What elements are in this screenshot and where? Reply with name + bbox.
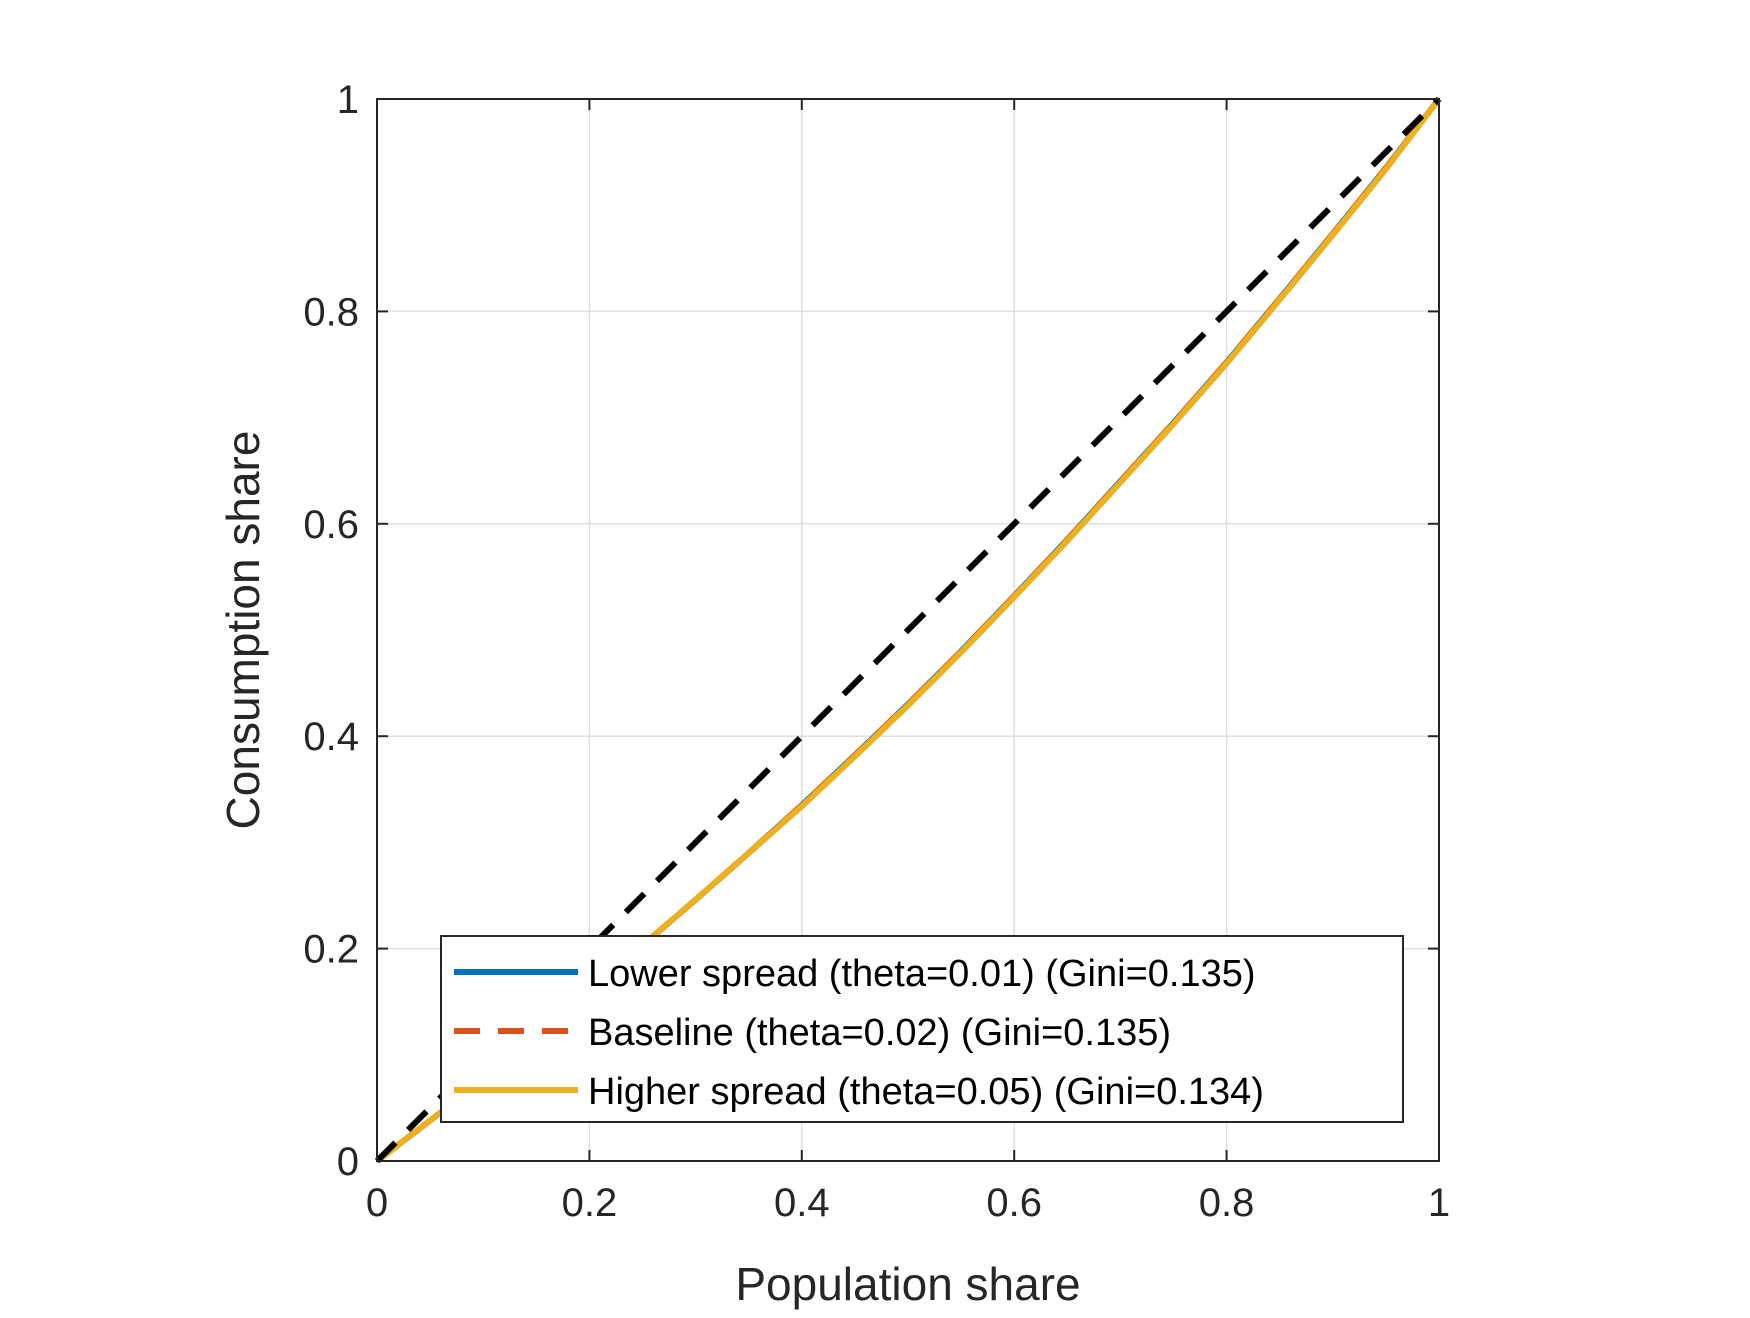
y-tick-label: 0.4	[303, 715, 359, 759]
legend-label-higher-spread: Higher spread (theta=0.05) (Gini=0.134)	[588, 1071, 1264, 1113]
x-tick-label: 0.8	[1199, 1181, 1255, 1225]
y-tick-label: 0.6	[303, 503, 359, 547]
legend: Lower spread (theta=0.01) (Gini=0.135) B…	[440, 935, 1404, 1123]
x-tick-label: 0.4	[774, 1181, 830, 1225]
y-axis-title: Consumption share	[217, 431, 269, 830]
series-line-equality	[374, 96, 1442, 1164]
y-tick-label: 0.2	[303, 928, 359, 972]
y-tick-label: 0.8	[303, 290, 359, 334]
y-tick-label: 0	[337, 1140, 359, 1184]
legend-box	[440, 935, 1404, 1123]
x-tick-label: 0	[366, 1181, 388, 1225]
x-tick-label: 0.6	[986, 1181, 1042, 1225]
legend-label-lower-spread: Lower spread (theta=0.01) (Gini=0.135)	[588, 953, 1256, 995]
x-tick-label: 1	[1428, 1181, 1450, 1225]
x-tick-label: 0.2	[562, 1181, 618, 1225]
y-tick-label: 1	[337, 78, 359, 122]
x-axis-title: Population share	[735, 1258, 1080, 1310]
legend-label-baseline: Baseline (theta=0.02) (Gini=0.135)	[588, 1012, 1171, 1054]
axis-ticks	[376, 98, 1440, 1162]
tick-labels: 0 0.2 0.4 0.6 0.8 1 0 0.2 0.4 0.6 0.8 1	[303, 78, 1450, 1225]
plot-frame	[376, 98, 1440, 1162]
